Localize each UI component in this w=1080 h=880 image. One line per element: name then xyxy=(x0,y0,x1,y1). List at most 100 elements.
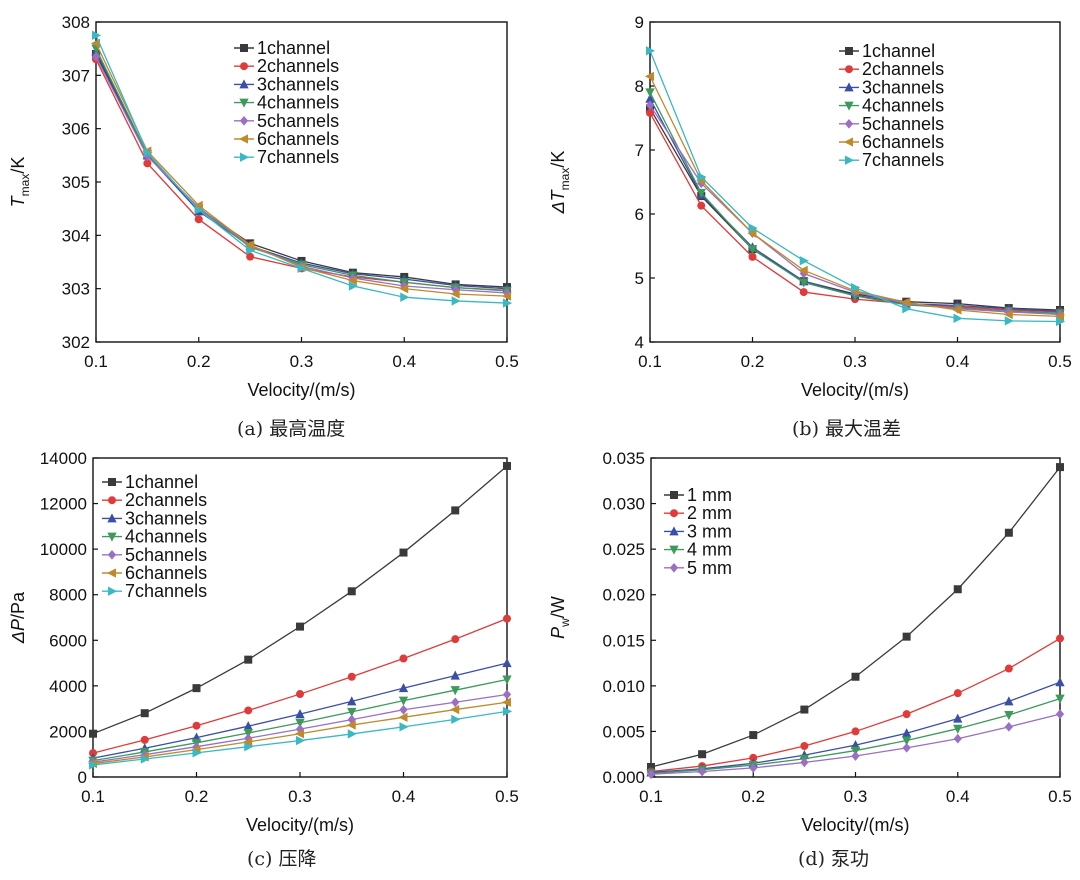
legend-label: 1 mm xyxy=(687,485,732,505)
caption-c: (c) 压降 xyxy=(247,848,317,870)
x-tick-label: 0.2 xyxy=(185,787,209,806)
series-2channels xyxy=(89,614,511,758)
data-point xyxy=(347,696,357,706)
legend-label: 1channel xyxy=(862,41,935,61)
data-point xyxy=(953,724,963,734)
data-point xyxy=(501,291,512,301)
data-point xyxy=(644,71,654,82)
data-point xyxy=(800,742,809,751)
caption-b: (b) 最大温差 xyxy=(792,418,902,440)
x-tick-label: 0.4 xyxy=(946,787,970,806)
x-tick-label: 0.5 xyxy=(1048,787,1072,806)
data-point xyxy=(451,697,460,708)
y-tick-label: 0.020 xyxy=(602,586,645,605)
data-point xyxy=(244,706,253,715)
data-point xyxy=(140,735,149,744)
data-point xyxy=(347,587,356,596)
chart-b: 0.1 0.2 0.3 0.4 0.5 4 5 6 7 8 9 Velocity/(m/s) ΔTmax… xyxy=(548,13,1072,400)
series-6channels xyxy=(87,697,512,769)
legend-marker xyxy=(239,115,249,126)
data-point xyxy=(450,670,460,680)
data-point xyxy=(246,252,255,261)
legend-marker xyxy=(669,562,679,573)
legend-marker xyxy=(844,82,854,92)
x-tick-label: 0.1 xyxy=(639,787,663,806)
data-point xyxy=(244,655,253,664)
legend-marker xyxy=(669,491,678,500)
data-point xyxy=(451,296,461,306)
data-point xyxy=(295,735,306,746)
legend-marker xyxy=(108,478,117,487)
data-point xyxy=(89,760,99,770)
data-point xyxy=(747,228,757,238)
y-tick-label: 6 xyxy=(635,205,644,224)
legend-label: 3channels xyxy=(125,508,207,528)
data-point xyxy=(399,704,408,715)
chart-d: 0.1 0.2 0.3 0.4 0.5 0.000 0.005 0.010 0.015 0.020… xyxy=(548,449,1072,835)
y-tick-label: 5 xyxy=(635,269,644,288)
data-point xyxy=(91,51,101,62)
data-point xyxy=(902,743,911,753)
legend-marker xyxy=(844,101,854,111)
data-point xyxy=(347,276,357,286)
chart-panel-b: 0.1 0.2 0.3 0.4 0.5 4 5 6 7 8 9 Velocity/(m/s) ΔTmax… xyxy=(540,0,1080,450)
data-point xyxy=(501,697,512,707)
x-axis-label: Velocity/(m/s) xyxy=(246,815,354,835)
y-tick-label: 304 xyxy=(62,226,90,245)
data-point xyxy=(800,757,809,768)
series-line xyxy=(649,104,1061,316)
legend-marker xyxy=(239,98,249,108)
y-tick-label: 6000 xyxy=(49,631,87,650)
y-axis-label-delta: Δ xyxy=(548,201,568,214)
x-tick-label: 0.2 xyxy=(187,352,211,371)
chart-panel-d: 0.1 0.2 0.3 0.4 0.5 0.000 0.005 0.010 0.015 0.020… xyxy=(540,440,1080,880)
data-point xyxy=(749,731,758,740)
legend-marker xyxy=(238,134,249,144)
data-point xyxy=(140,709,149,718)
legend-label: 6channels xyxy=(257,129,339,149)
data-point xyxy=(645,88,655,98)
y-tick-label: 0.025 xyxy=(602,540,645,559)
data-point xyxy=(953,733,962,744)
data-point xyxy=(850,282,861,293)
data-point xyxy=(1056,463,1065,472)
y-tick-label: 10000 xyxy=(40,540,87,559)
y-tick-label: 12000 xyxy=(40,495,87,514)
data-point xyxy=(851,727,860,736)
data-point xyxy=(347,707,357,717)
data-point xyxy=(1004,664,1013,673)
y-tick-label: 303 xyxy=(62,280,90,299)
data-point xyxy=(697,766,707,777)
series-1channel xyxy=(646,104,1065,314)
legend-label: 4channels xyxy=(862,96,944,116)
data-point xyxy=(244,742,254,752)
data-point xyxy=(1055,694,1065,704)
data-point xyxy=(800,705,809,714)
data-point xyxy=(1004,316,1014,326)
y-tick-label: 8000 xyxy=(49,586,87,605)
data-point xyxy=(749,763,758,773)
data-point xyxy=(451,635,460,644)
legend-marker xyxy=(669,526,679,536)
data-point xyxy=(400,292,410,302)
series-2channels xyxy=(646,108,1065,316)
y-tick-label: 4 xyxy=(635,333,644,352)
y-axis-label-unit: /Pa xyxy=(8,591,28,619)
series-line xyxy=(650,697,1061,775)
data-point xyxy=(952,305,962,315)
x-tick-label: 0.4 xyxy=(392,787,416,806)
y-tick-label: 9 xyxy=(635,13,644,32)
legend-label: 5 mm xyxy=(687,558,732,578)
x-tick-label: 0.2 xyxy=(741,787,765,806)
legend-marker xyxy=(844,155,855,165)
data-point xyxy=(92,30,102,40)
legend-marker xyxy=(239,62,248,71)
data-point xyxy=(399,548,408,557)
y-axis-label: Pw/W xyxy=(548,596,572,639)
series-7channels xyxy=(646,46,1066,327)
data-point xyxy=(295,690,304,699)
data-point xyxy=(1004,696,1014,706)
legend-marker xyxy=(239,152,250,162)
y-axis-label-sub: w xyxy=(558,618,572,628)
data-point xyxy=(194,205,204,215)
